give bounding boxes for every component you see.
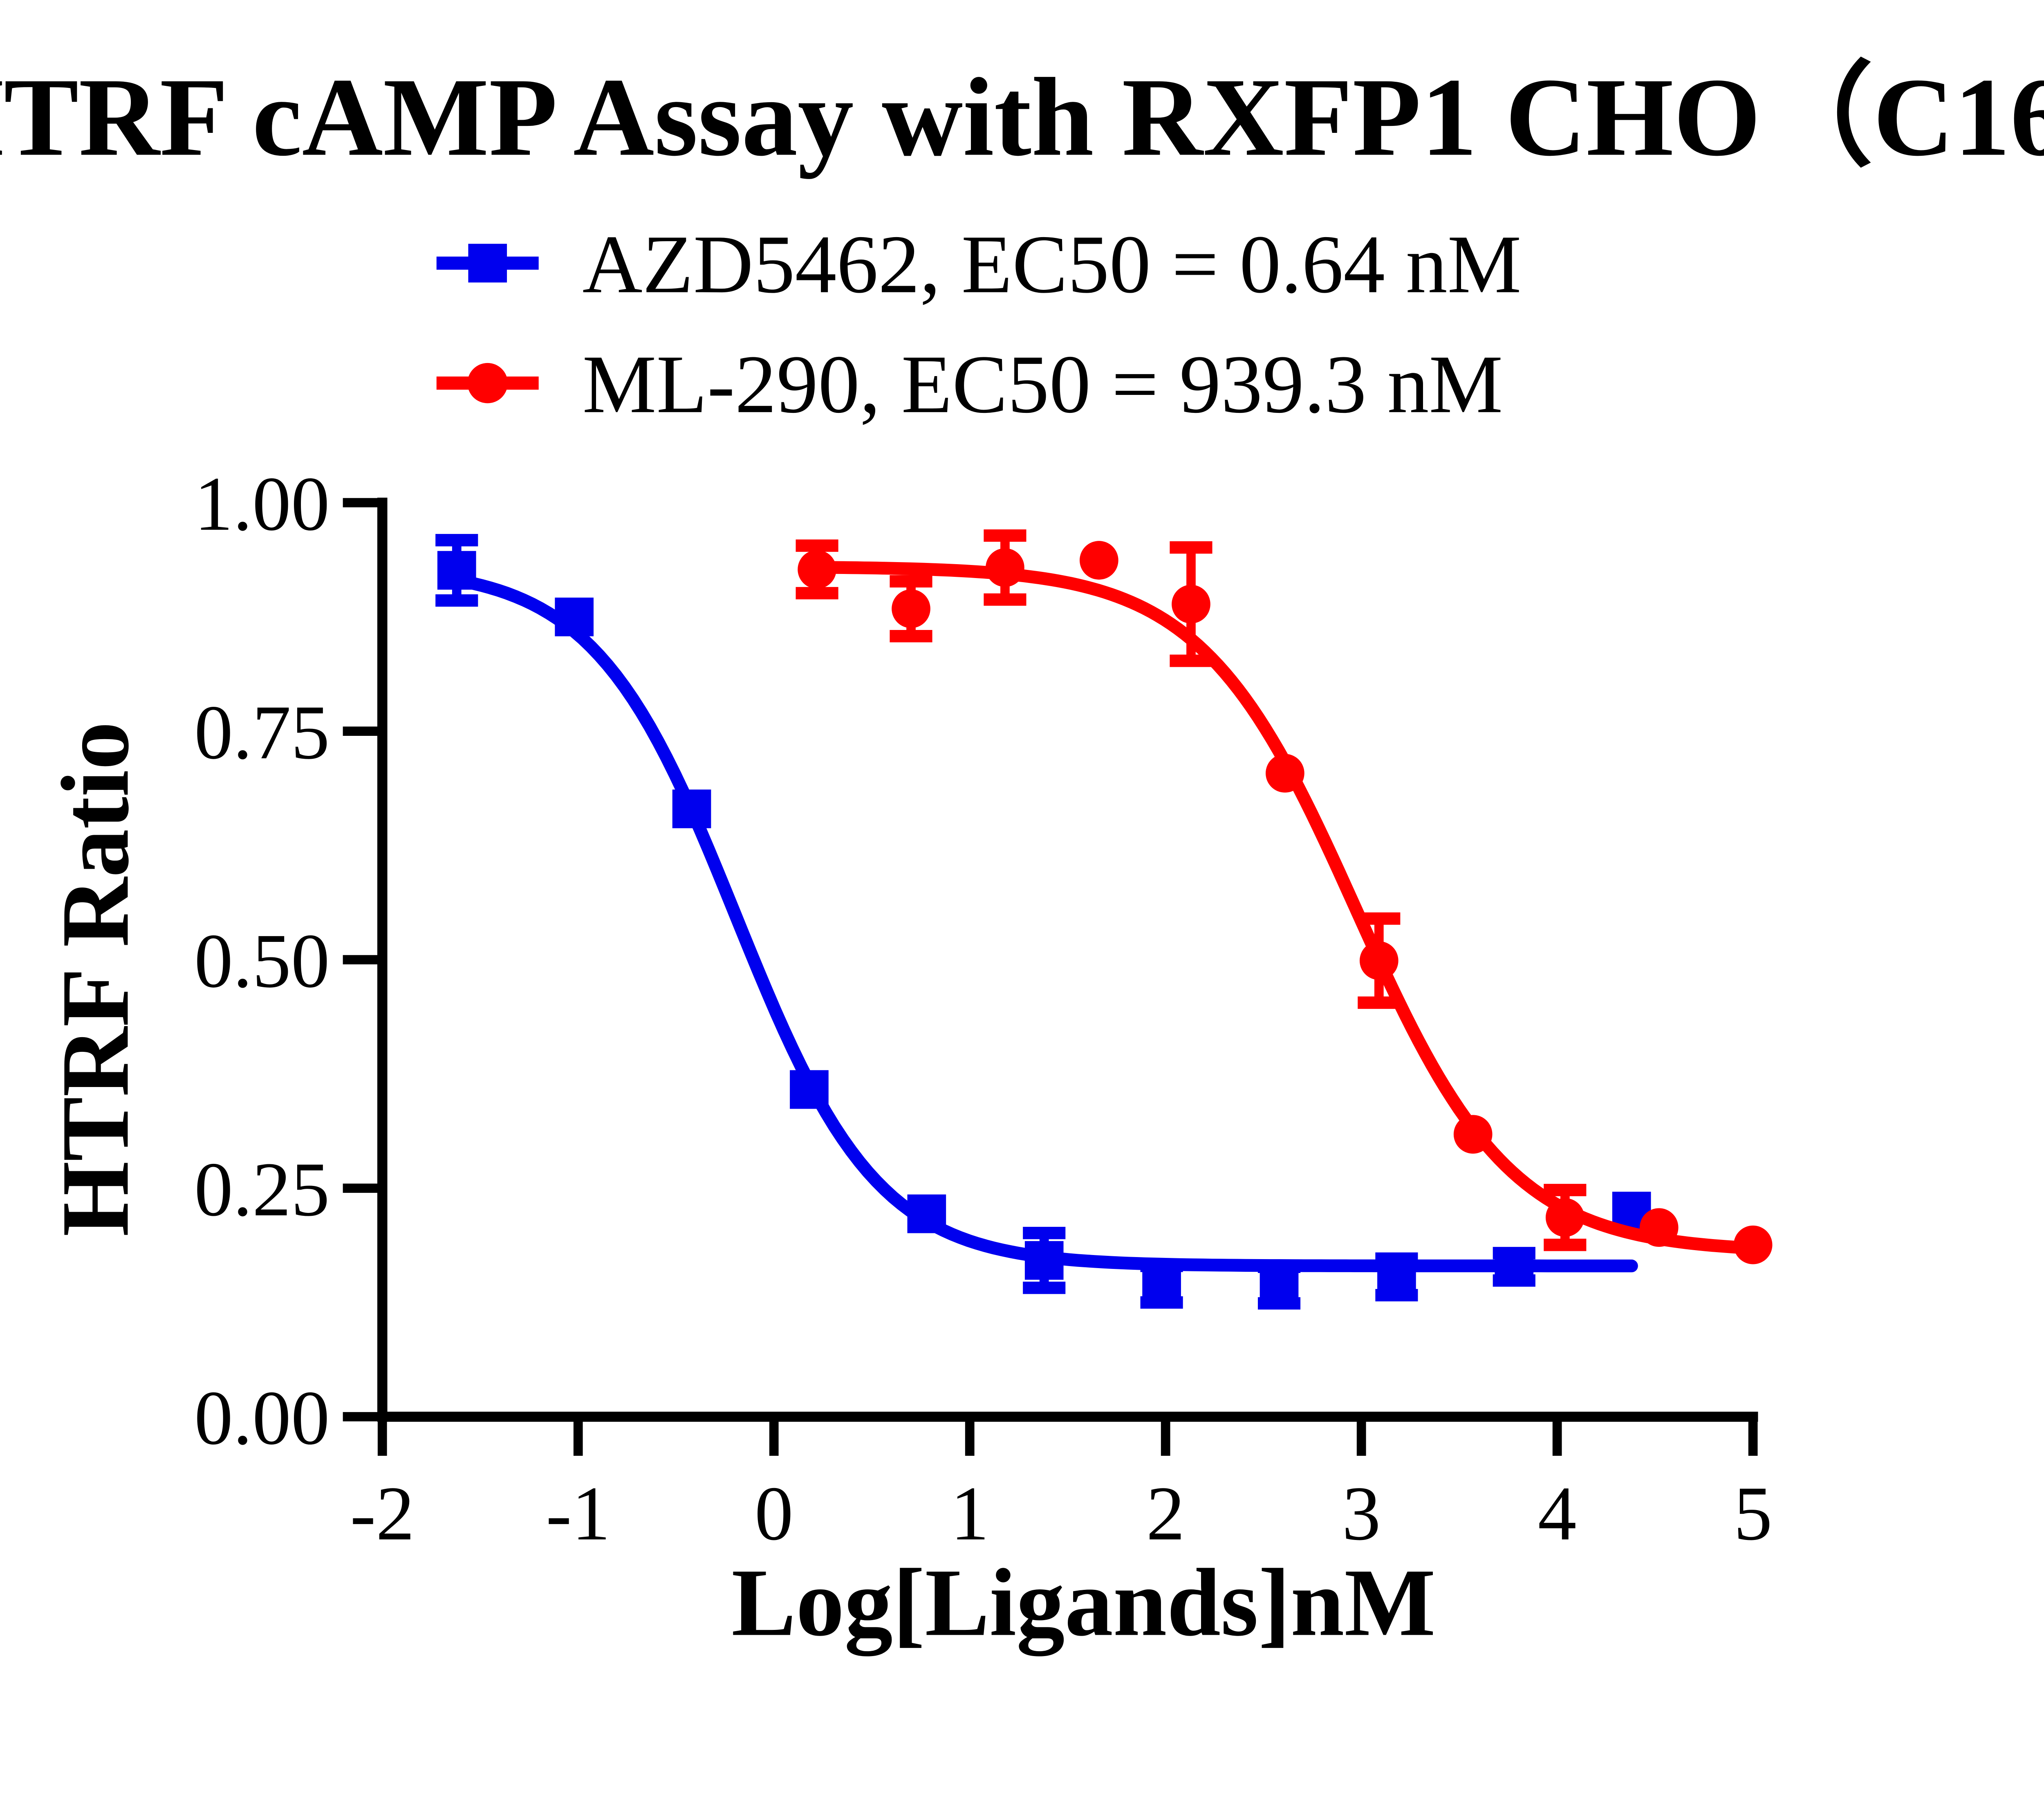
data-point-square bbox=[555, 597, 594, 637]
x-tick-label: 1 bbox=[950, 1470, 989, 1556]
data-point-circle bbox=[892, 589, 930, 628]
series-AZD5462 bbox=[435, 534, 1651, 1310]
data-point-square bbox=[1495, 1247, 1534, 1287]
data-point-circle bbox=[1080, 541, 1118, 580]
y-tick-label: 0.00 bbox=[194, 1375, 329, 1461]
y-tick-label: 0.25 bbox=[194, 1146, 329, 1232]
data-point-circle bbox=[1359, 941, 1399, 980]
dose-response-chart: HTRF cAMP Assay with RXFP1 CHO（C16） AZD5… bbox=[0, 55, 2044, 1656]
fit-curve-ML-290 bbox=[810, 561, 1759, 1255]
fit-curve-AZD5462 bbox=[450, 574, 1638, 1273]
figure-page: HTRF cAMP Assay with RXFP1 CHO（C16） AZD5… bbox=[0, 55, 2044, 1656]
legend-square-marker-icon bbox=[468, 244, 507, 283]
x-tick-label: 0 bbox=[755, 1470, 793, 1556]
data-point-square bbox=[1260, 1266, 1299, 1304]
axes-ticks: -2 -1 0 1 2 3 4 5 0.00 0.25 0.50 0.75 1.00 bbox=[194, 461, 1772, 1556]
data-point-square bbox=[1377, 1257, 1416, 1296]
legend-label-ml290: ML-290, EC50 = 939.3 nM bbox=[583, 338, 1503, 430]
data-point-square bbox=[790, 1070, 829, 1109]
data-point-circle bbox=[1545, 1198, 1585, 1237]
y-axis-title: HTRF Ratio bbox=[42, 722, 149, 1237]
data-point-circle bbox=[986, 548, 1024, 587]
y-tick-label: 0.75 bbox=[194, 689, 329, 775]
x-tick-label: 2 bbox=[1146, 1470, 1185, 1556]
x-tick-label: 5 bbox=[1734, 1470, 1773, 1556]
data-point-circle bbox=[1266, 754, 1304, 793]
legend: AZD5462, EC50 = 0.64 nM ML-290, EC50 = 9… bbox=[436, 219, 1522, 430]
series-ML-290 bbox=[796, 529, 1773, 1264]
x-tick-label: -2 bbox=[350, 1470, 415, 1556]
data-point-square bbox=[1142, 1265, 1181, 1304]
x-axis-title: Log[Ligands]nM bbox=[731, 1549, 1436, 1656]
x-tick-label: 3 bbox=[1342, 1470, 1381, 1556]
data-point-circle bbox=[1172, 585, 1210, 624]
data-point-square bbox=[907, 1194, 946, 1233]
y-tick-label: 1.00 bbox=[194, 461, 329, 547]
legend-label-azd5462: AZD5462, EC50 = 0.64 nM bbox=[583, 219, 1522, 311]
chart-title: HTRF cAMP Assay with RXFP1 CHO（C16） bbox=[0, 55, 2044, 179]
legend-circle-marker-icon bbox=[467, 363, 508, 403]
data-point-circle bbox=[1733, 1225, 1773, 1264]
legend-item-azd5462: AZD5462, EC50 = 0.64 nM bbox=[436, 219, 1522, 311]
legend-item-ml290: ML-290, EC50 = 939.3 nM bbox=[436, 338, 1503, 430]
data-point-circle bbox=[1453, 1115, 1493, 1154]
x-tick-label: -1 bbox=[546, 1470, 610, 1556]
data-point-square bbox=[437, 551, 476, 590]
data-point-square bbox=[1024, 1241, 1064, 1280]
data-point-square bbox=[672, 789, 711, 829]
y-tick-label: 0.50 bbox=[194, 918, 329, 1004]
data-point-circle bbox=[1639, 1208, 1679, 1247]
axes-spines bbox=[377, 498, 1758, 1422]
plot-series bbox=[435, 529, 1773, 1310]
data-point-circle bbox=[798, 550, 836, 589]
x-tick-label: 4 bbox=[1538, 1470, 1577, 1556]
